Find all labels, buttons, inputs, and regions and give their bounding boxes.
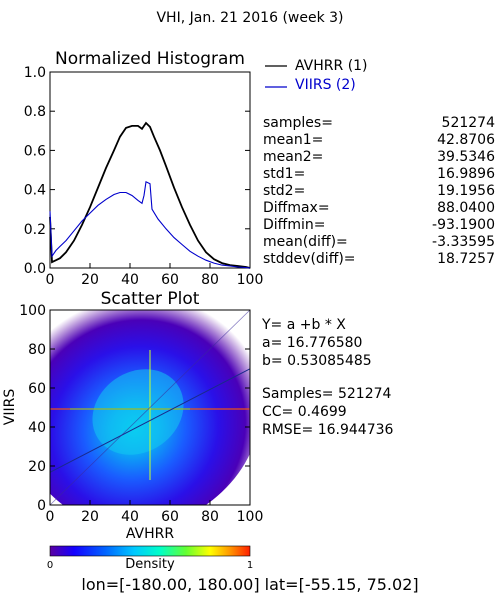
histogram-y-axis: 0.0 0.2 0.4 0.6 0.8 1.0: [24, 65, 250, 277]
regression-cc: CC= 0.4699: [262, 404, 347, 420]
stat-label: mean(diff)=: [263, 234, 348, 250]
stat-label: mean2=: [263, 149, 323, 165]
histogram-x-tick-label: 20: [81, 272, 99, 288]
stat-label: stddev(diff)=: [263, 251, 356, 267]
histogram-x-tick-label: 40: [121, 272, 139, 288]
scatter-x-tick-label: 0: [46, 509, 55, 525]
regression-a: a= 16.776580: [262, 335, 362, 351]
histogram-x-tick-label: 100: [237, 272, 264, 288]
histogram-y-tick-label: 0.2: [24, 222, 46, 238]
histogram-frame: [49, 71, 251, 269]
histogram-line-avhrr: [49, 121, 251, 269]
stat-value: 18.7257: [437, 251, 495, 267]
stat-label: std1=: [263, 166, 305, 182]
page-title: VHI, Jan. 21 2016 (week 3): [156, 10, 343, 26]
scatter-frame: [49, 309, 251, 506]
colorbar-scale: [49, 545, 251, 557]
scatter-x-tick-label: 60: [161, 509, 179, 525]
region-extent: lon=[-180.00, 180.00] lat=[-55.15, 75.02…: [81, 575, 418, 594]
colorbar-max-label: 1: [247, 560, 253, 571]
stat-value: -3.33595: [432, 234, 495, 250]
scatter-x-axis: 0 20 40 60 80 100: [46, 500, 264, 525]
scatter-y-label: VIIRS: [2, 389, 18, 426]
regression-equation: Y= a +b * X: [261, 317, 346, 333]
scatter-y-tick-label: 100: [19, 303, 46, 319]
density-core: [92, 369, 184, 455]
scatter-title: Scatter Plot: [101, 289, 200, 309]
histogram-x-tick-label: 60: [161, 272, 179, 288]
regression-rmse: RMSE= 16.944736: [262, 422, 394, 438]
legend-label-viirs: VIIRS (2): [295, 77, 356, 93]
scatter-x-label: AVHRR: [126, 526, 175, 542]
legend-label-avhrr: AVHRR (1): [295, 58, 368, 74]
colorbar-label: Density: [125, 557, 175, 572]
scatter-y-tick-label: 0: [37, 498, 46, 514]
histogram-y-tick-label: 0.4: [24, 183, 46, 199]
statistics-table: samples= 521274 mean1= 42.8706 mean2= 39.5346…: [263, 115, 495, 267]
histogram-x-tick-label: 0: [46, 272, 55, 288]
histogram-title: Normalized Histogram: [55, 49, 245, 69]
stat-label: mean1=: [263, 132, 323, 148]
histogram-y-tick-label: 0.0: [24, 261, 46, 277]
stat-label: Diffmax=: [263, 200, 330, 216]
regression-samples: Samples= 521274: [262, 386, 392, 402]
stat-value: 521274: [442, 115, 496, 131]
stat-value: 16.9896: [437, 166, 495, 182]
scatter-y-tick-label: 40: [28, 420, 46, 436]
stat-value: 19.1956: [437, 183, 495, 199]
scatter-y-tick-label: 20: [28, 459, 46, 475]
stat-value: 42.8706: [437, 132, 495, 148]
regression-b: b= 0.53085485: [262, 353, 372, 369]
histogram-y-tick-label: 0.6: [24, 143, 46, 159]
stat-value: 39.5346: [437, 149, 495, 165]
stat-label: Diffmin=: [263, 217, 325, 233]
colorbar-min-label: 0: [47, 560, 53, 571]
scatter-x-tick-label: 20: [81, 509, 99, 525]
stat-value: -93.1900: [432, 217, 495, 233]
histogram-y-tick-label: 1.0: [24, 65, 46, 81]
histogram-x-axis: 0 20 40 60 80 100: [46, 263, 264, 288]
histogram-y-tick-label: 0.8: [24, 104, 46, 120]
scatter-x-tick-label: 80: [201, 509, 219, 525]
histogram-series: [49, 121, 251, 269]
regression-info: Y= a +b * X a= 16.776580 b= 0.53085485 S…: [261, 317, 394, 438]
stat-label: samples=: [263, 115, 333, 131]
scatter-y-tick-label: 80: [28, 342, 46, 358]
density-cloud: [50, 310, 250, 505]
histogram-legend: AVHRR (1) VIIRS (2): [265, 58, 368, 93]
stat-value: 88.0400: [437, 200, 495, 216]
histogram-x-tick-label: 80: [201, 272, 219, 288]
stat-label: std2=: [263, 183, 305, 199]
scatter-y-axis: 0 20 40 60 80 100: [19, 303, 250, 514]
regression-line: [49, 368, 251, 473]
histogram-chart: Normalized Histogram 0.00.20.40.60.81.0 …: [24, 49, 368, 288]
one-to-one-line: [49, 309, 251, 506]
scatter-x-tick-label: 100: [237, 509, 264, 525]
histogram-line-viirs: [49, 180, 251, 269]
scatter-y-tick-label: 60: [28, 381, 46, 397]
scatter-chart: Scatter Plot 0 20 40 60 80 100 0 20 40 60 80 100 A…: [2, 289, 264, 542]
colorbar: Density 0 1: [47, 545, 253, 572]
scatter-x-tick-label: 40: [121, 509, 139, 525]
